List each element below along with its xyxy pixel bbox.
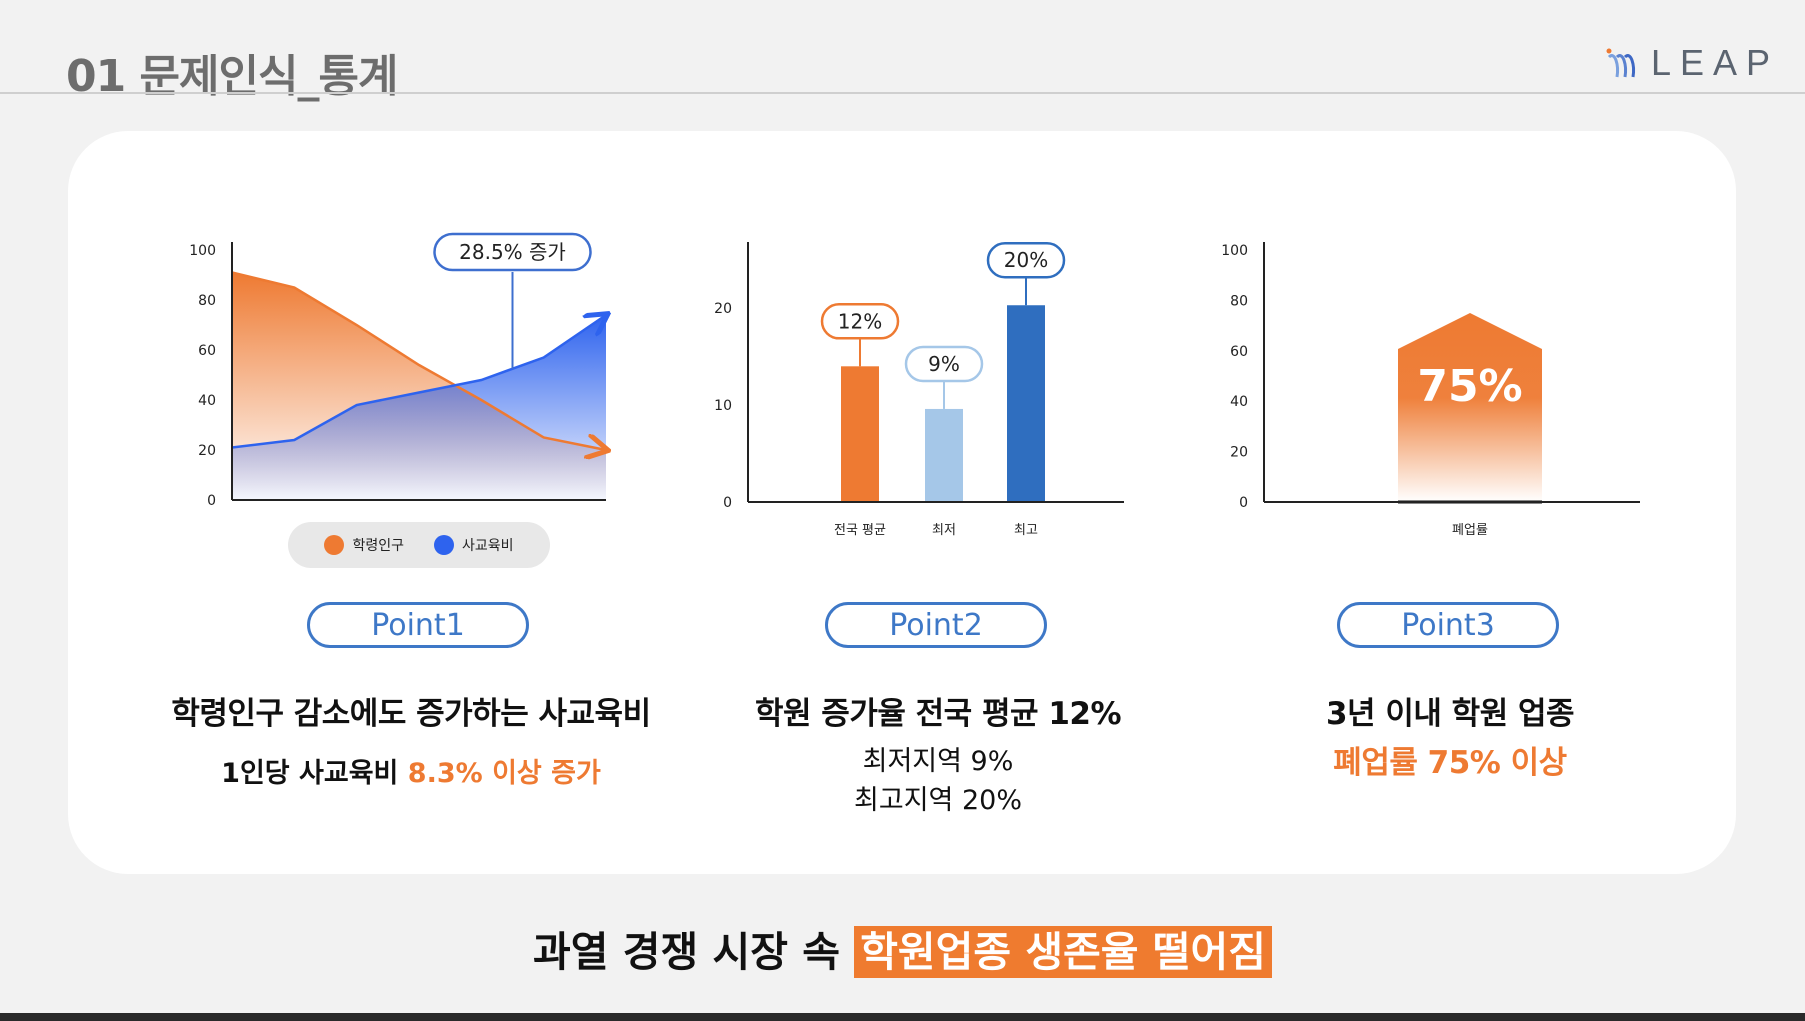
c1-ytick-60: 60 xyxy=(198,343,216,359)
bar-3 xyxy=(1007,305,1045,502)
bottom-bar xyxy=(0,1013,1805,1021)
point1-sub-prefix: 1인당 사교육비 xyxy=(221,758,408,789)
chart-closure-rate: 0 20 40 60 80 100 75% 폐업률 xyxy=(1221,242,1640,538)
annotation-callout xyxy=(433,232,592,272)
bar-1 xyxy=(841,366,879,502)
legend-swatch-orange xyxy=(324,535,345,555)
point3-highlight: 폐업률 75% 이상 xyxy=(1333,745,1567,781)
point1-sub-highlight: 8.3% 이상 증가 xyxy=(407,758,601,789)
c3-ytick-60: 60 xyxy=(1230,344,1248,360)
point2-headline: 학원 증가율 전국 평균 12% xyxy=(754,696,1122,732)
category-label: 폐업률 xyxy=(1452,523,1488,538)
point2-sub2: 최고지역 20% xyxy=(854,785,1022,816)
category-label-3: 최고 xyxy=(1014,523,1038,538)
c3-ytick-100: 100 xyxy=(1221,243,1248,259)
c3-ytick-80: 80 xyxy=(1230,293,1248,309)
page-title: 01 문제인식_통계 xyxy=(66,51,398,102)
chart-population-vs-tuition: 0 20 40 60 80 100 28.5% 증가 xyxy=(189,232,620,509)
c3-ytick-20: 20 xyxy=(1230,445,1248,461)
c1-ytick-0: 0 xyxy=(207,493,216,509)
leap-logo-icon xyxy=(1606,48,1635,78)
bar-value-label: 75% xyxy=(1417,361,1522,412)
annotation-text: 28.5% 증가 xyxy=(459,240,566,264)
category-label-1: 전국 평균 xyxy=(834,523,886,538)
footer-highlight: 학원업종 생존율 떨어짐 xyxy=(854,926,1272,978)
callout-box-1 xyxy=(820,303,900,340)
c1-ytick-80: 80 xyxy=(198,293,216,309)
point2-text: 학원 증가율 전국 평균 12% 최저지역 9% 최고지역 20% xyxy=(658,688,1218,817)
c1-ytick-40: 40 xyxy=(198,393,216,409)
c2-ytick-0: 0 xyxy=(723,495,732,511)
c2-ytick-10: 10 xyxy=(714,398,732,414)
footer-conclusion: 과열 경쟁 시장 속 학원업종 생존율 떨어짐 xyxy=(0,918,1805,978)
point3-text: 3년 이내 학원 업종 폐업률 75% 이상 xyxy=(1170,688,1730,782)
callout-text-1: 12% xyxy=(838,309,882,333)
footer-prefix: 과열 경쟁 시장 속 xyxy=(533,928,855,976)
c3-ytick-0: 0 xyxy=(1239,495,1248,511)
point2-sub1: 최저지역 9% xyxy=(862,746,1014,777)
legend-label-population: 학령인구 xyxy=(352,538,404,554)
series-area-tuition xyxy=(232,315,606,500)
callout-box-3 xyxy=(986,241,1066,279)
c1-ytick-20: 20 xyxy=(198,443,216,459)
legend-label-tuition: 사교육비 xyxy=(462,538,514,554)
point1-pill: Point1 xyxy=(307,602,529,648)
title-divider xyxy=(0,92,1805,94)
point1-subline: 1인당 사교육비 8.3% 이상 증가 xyxy=(131,751,691,790)
callout-text-3: 20% xyxy=(1004,248,1048,272)
series-line-population xyxy=(231,271,606,451)
legend-item-tuition: 사교육비 xyxy=(434,535,514,555)
series-line-tuition xyxy=(231,315,606,449)
legend-swatch-blue xyxy=(434,535,454,555)
callout-text-2: 9% xyxy=(928,352,960,376)
chart-academy-growth: 0 10 20 12% 전국 평균 9% 최저 20% 최고 xyxy=(714,241,1124,538)
c2-ytick-20: 20 xyxy=(714,301,732,317)
legend-item-population: 학령인구 xyxy=(324,535,404,555)
point1-headline: 학령인구 감소에도 증가하는 사교육비 xyxy=(171,696,651,732)
bar-closure-rate xyxy=(1398,313,1542,502)
category-label-2: 최저 xyxy=(932,523,956,538)
point3-headline: 3년 이내 학원 업종 xyxy=(1325,696,1575,732)
logo: LEAP xyxy=(1605,40,1779,86)
logo-text: LEAP xyxy=(1650,42,1779,83)
point1-text: 학령인구 감소에도 증가하는 사교육비 1인당 사교육비 8.3% 이상 증가 xyxy=(131,688,691,790)
c1-ytick-100: 100 xyxy=(189,243,216,259)
chart-legend: 학령인구 사교육비 xyxy=(288,522,550,568)
c3-ytick-40: 40 xyxy=(1230,394,1248,410)
point2-pill: Point2 xyxy=(825,602,1047,648)
point3-pill: Point3 xyxy=(1337,602,1559,648)
bar-2 xyxy=(925,408,963,502)
callout-box-2 xyxy=(904,345,984,383)
